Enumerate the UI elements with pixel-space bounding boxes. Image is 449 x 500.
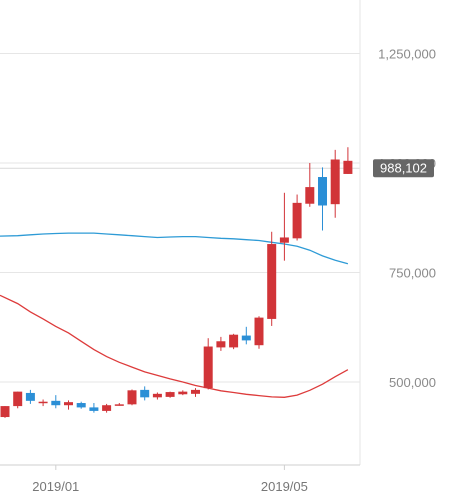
candle-body-18 xyxy=(229,334,239,348)
candle-22 xyxy=(279,192,289,261)
candlesticks xyxy=(0,147,353,418)
y-tick-label-0: 500,000 xyxy=(389,375,436,390)
grid-lines xyxy=(0,0,361,465)
candle-2 xyxy=(25,389,35,404)
candle-body-27 xyxy=(343,160,353,174)
candle-26 xyxy=(330,149,340,218)
candle-1 xyxy=(13,391,23,409)
candle-body-22 xyxy=(279,237,289,243)
candle-body-6 xyxy=(76,403,86,408)
moving-average-line-0 xyxy=(0,232,349,265)
candle-8 xyxy=(102,403,112,413)
candle-body-13 xyxy=(165,392,175,397)
candle-body-12 xyxy=(152,393,162,398)
candle-body-17 xyxy=(216,341,226,348)
candle-body-21 xyxy=(267,244,277,319)
candle-body-3 xyxy=(38,401,48,404)
moving-average-line-1 xyxy=(0,294,349,398)
candle-body-0 xyxy=(0,406,10,418)
current-price-tag: 988,102 xyxy=(373,159,434,178)
candle-23 xyxy=(292,194,302,241)
candle-5 xyxy=(64,400,73,410)
candle-17 xyxy=(216,336,226,351)
candle-25 xyxy=(318,167,327,231)
candle-body-9 xyxy=(114,404,124,406)
candle-24 xyxy=(305,163,315,207)
candle-body-1 xyxy=(13,391,23,407)
current-price-label: 988,102 xyxy=(380,161,427,176)
candle-0 xyxy=(0,406,10,418)
y-tick-label-1: 750,000 xyxy=(389,266,436,281)
candle-14 xyxy=(178,390,188,396)
candle-4 xyxy=(51,395,61,409)
candle-20 xyxy=(254,316,264,349)
candle-body-24 xyxy=(305,187,315,204)
candle-19 xyxy=(241,326,251,345)
candle-7 xyxy=(89,403,99,413)
candle-21 xyxy=(267,231,277,326)
candle-body-20 xyxy=(254,317,264,346)
candle-3 xyxy=(38,399,48,407)
candle-body-10 xyxy=(127,390,137,405)
candle-body-7 xyxy=(89,407,99,411)
candle-body-8 xyxy=(102,405,112,411)
candle-body-25 xyxy=(318,177,327,206)
candle-6 xyxy=(76,401,86,409)
candle-18 xyxy=(229,333,239,350)
candle-body-2 xyxy=(25,392,35,401)
candle-body-5 xyxy=(64,402,73,406)
current-price-tag-background xyxy=(373,159,434,178)
candle-body-14 xyxy=(178,391,188,395)
candle-body-19 xyxy=(241,335,251,341)
candle-11 xyxy=(140,386,150,401)
candle-body-15 xyxy=(191,389,200,394)
x-tick-label-0: 2019/01 xyxy=(32,479,79,494)
x-tick-label-1: 2019/05 xyxy=(261,479,308,494)
candle-13 xyxy=(165,391,175,398)
moving-average-lines xyxy=(0,232,349,398)
candle-body-23 xyxy=(292,202,302,239)
candle-27 xyxy=(343,147,353,174)
candle-15 xyxy=(191,388,200,397)
candle-body-16 xyxy=(203,346,213,389)
candle-body-11 xyxy=(140,389,150,398)
candle-9 xyxy=(114,403,124,406)
candle-12 xyxy=(152,392,162,400)
candle-16 xyxy=(203,338,213,390)
candle-10 xyxy=(127,389,137,406)
candle-body-4 xyxy=(51,400,61,406)
x-axis: 2019/01 2019/05 xyxy=(0,464,360,494)
candle-body-26 xyxy=(330,159,340,205)
y-tick-label-3: 1,250,000 xyxy=(378,47,436,62)
